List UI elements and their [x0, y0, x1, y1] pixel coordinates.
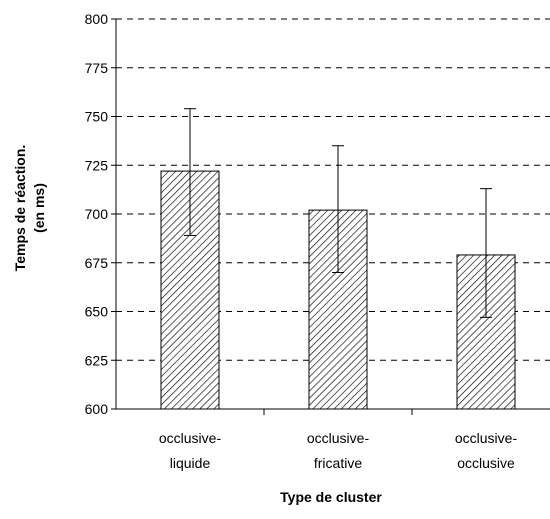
- x-category-label: occlusive-: [159, 430, 222, 446]
- y-tick-label: 775: [85, 60, 109, 76]
- x-category-label: occlusive: [457, 455, 515, 471]
- y-axis-title: Temps de réaction.: [12, 145, 28, 272]
- y-tick-label: 675: [85, 255, 109, 271]
- y-tick-label: 750: [85, 109, 109, 125]
- x-category-label: fricative: [314, 455, 362, 471]
- y-tick-label: 600: [85, 401, 109, 417]
- x-category-label: occlusive-: [307, 430, 370, 446]
- y-tick-label: 700: [85, 206, 109, 222]
- y-tick-label: 725: [85, 157, 109, 173]
- x-category-label: occlusive-: [455, 430, 518, 446]
- y-axis-title: (en ms): [31, 183, 47, 233]
- x-axis-title: Type de cluster: [280, 489, 382, 505]
- x-category-label: liquide: [170, 455, 211, 471]
- y-tick-label: 625: [85, 352, 109, 368]
- y-tick-label: 800: [85, 11, 109, 27]
- y-tick-label: 650: [85, 304, 109, 320]
